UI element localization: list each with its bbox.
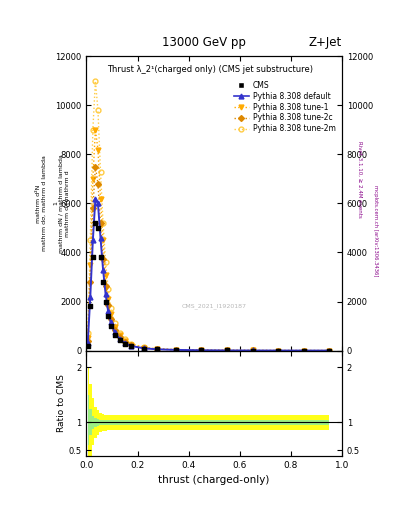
- Point: [250, 347, 256, 355]
- Text: CMS_2021_I1920187: CMS_2021_I1920187: [182, 304, 247, 309]
- Point: [326, 347, 332, 355]
- Point: [105, 312, 111, 321]
- Point: [100, 278, 106, 286]
- Point: [112, 331, 118, 339]
- Point: [301, 347, 307, 355]
- Legend: CMS, Pythia 8.308 default, Pythia 8.308 tune-1, Pythia 8.308 tune-2c, Pythia 8.3: CMS, Pythia 8.308 default, Pythia 8.308 …: [233, 81, 336, 134]
- Point: [128, 343, 134, 351]
- Point: [154, 345, 160, 353]
- Point: [108, 322, 114, 330]
- Text: 13000 GeV pp: 13000 GeV pp: [162, 36, 246, 49]
- Point: [122, 339, 128, 348]
- Point: [198, 346, 205, 354]
- Point: [275, 347, 281, 355]
- Point: [141, 345, 147, 353]
- Point: [92, 219, 99, 227]
- Text: Rivet 3.1.10, ≥ 2.4M events: Rivet 3.1.10, ≥ 2.4M events: [357, 141, 362, 218]
- Point: [173, 346, 179, 354]
- X-axis label: thrust (charged-only): thrust (charged-only): [158, 475, 270, 485]
- Point: [116, 336, 123, 345]
- Point: [95, 224, 101, 232]
- Point: [224, 346, 230, 354]
- Text: Z+Jet: Z+Jet: [309, 36, 342, 49]
- Text: Thrust λ_2¹(charged only) (CMS jet substructure): Thrust λ_2¹(charged only) (CMS jet subst…: [107, 65, 313, 74]
- Point: [103, 297, 109, 306]
- Point: [90, 253, 96, 262]
- Point: [97, 253, 104, 262]
- Point: [84, 342, 91, 350]
- Y-axis label: Ratio to CMS: Ratio to CMS: [57, 374, 66, 432]
- Text: mcplots.cern.ch [arXiv:1306.3436]: mcplots.cern.ch [arXiv:1306.3436]: [373, 185, 378, 276]
- Y-axis label: mathrm d²N
mathrm dσ, mathrm d lambda

1
mathrm dN / mathrm d lambda
mathrm d [m: mathrm d²N mathrm dσ, mathrm d lambda 1 …: [36, 154, 70, 253]
- Point: [87, 303, 94, 311]
